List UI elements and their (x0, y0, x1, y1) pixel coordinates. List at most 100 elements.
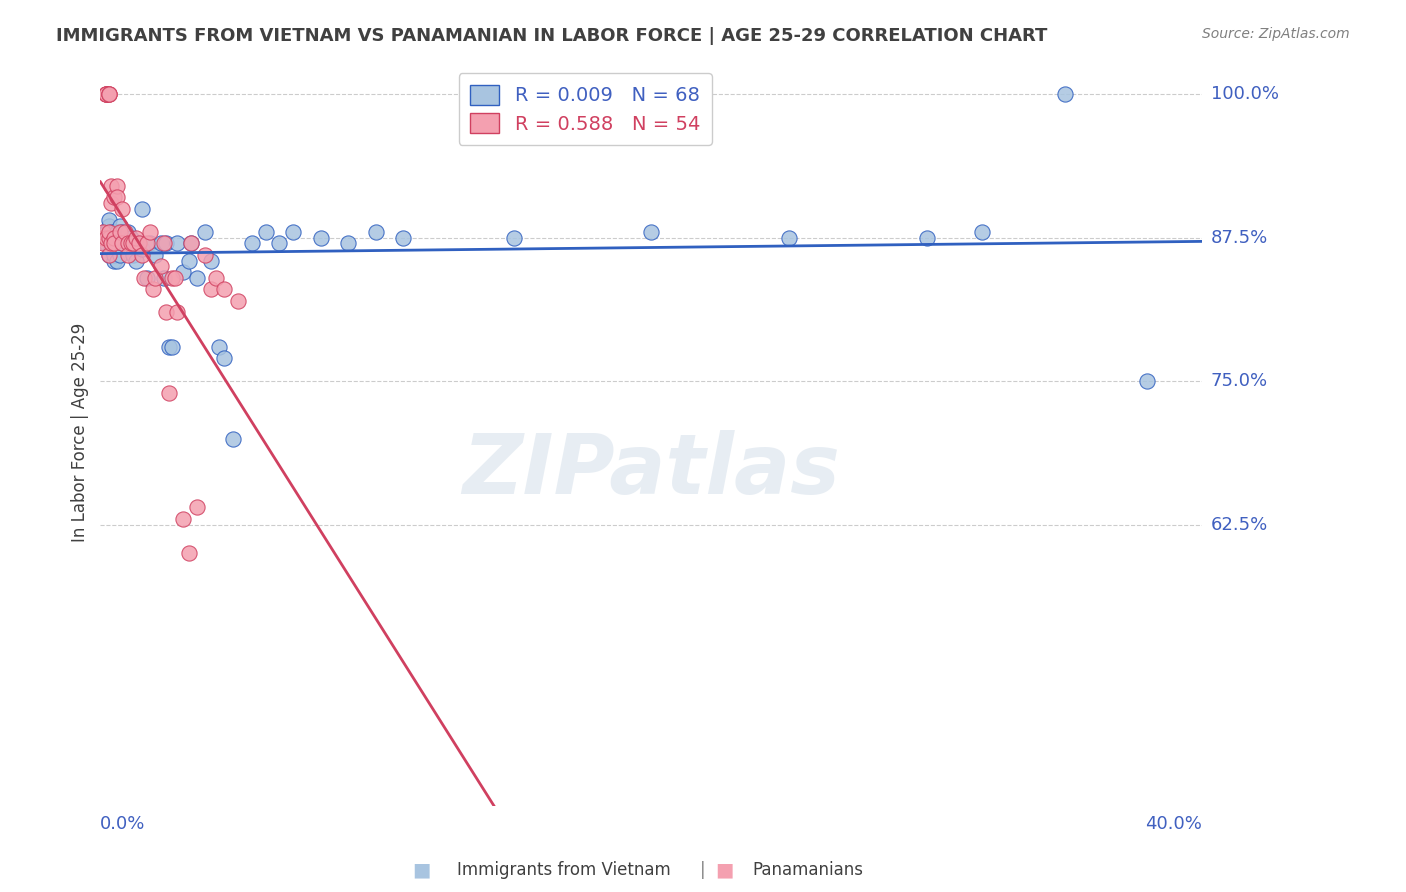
Point (337, 236, 360, 251)
Point (155, 236, 177, 251)
Point (502, 230, 524, 244)
Point (94, 87, 117, 101)
Point (240, 236, 263, 251)
Point (149, 260, 172, 274)
Point (208, 340, 231, 354)
Point (100, 225, 122, 239)
Text: ■: ■ (714, 860, 734, 880)
Text: 75.0%: 75.0% (1211, 372, 1268, 390)
Point (94, 87, 117, 101)
Point (114, 230, 136, 244)
Point (214, 282, 236, 296)
Point (94, 236, 117, 251)
Point (131, 242, 153, 256)
Point (103, 190, 125, 204)
Point (149, 236, 172, 251)
Point (97, 230, 120, 244)
Text: 0.0%: 0.0% (100, 815, 146, 833)
Point (131, 248, 153, 262)
Point (100, 196, 122, 211)
Point (177, 253, 200, 268)
Point (111, 236, 134, 251)
Point (97, 87, 120, 101)
Point (103, 230, 125, 244)
Point (117, 236, 139, 251)
Point (91, 230, 114, 244)
Point (778, 230, 800, 244)
Text: IMMIGRANTS FROM VIETNAM VS PANAMANIAN IN LABOR FORCE | AGE 25-29 CORRELATION CHA: IMMIGRANTS FROM VIETNAM VS PANAMANIAN IN… (56, 27, 1047, 45)
Point (166, 236, 188, 251)
Point (94, 230, 117, 244)
Point (145, 270, 167, 285)
Point (136, 270, 159, 285)
Point (97, 225, 120, 239)
Point (172, 512, 194, 526)
Point (125, 230, 148, 244)
Text: Panamanians: Panamanians (752, 861, 863, 879)
Point (103, 225, 125, 239)
Text: |: | (700, 861, 706, 879)
Point (103, 236, 125, 251)
Point (139, 236, 162, 251)
Point (120, 236, 142, 251)
Point (125, 253, 148, 268)
Point (105, 190, 128, 204)
Point (180, 236, 202, 251)
Point (131, 202, 153, 216)
Point (105, 178, 128, 193)
Point (105, 225, 128, 239)
Point (172, 265, 194, 279)
Text: ■: ■ (412, 860, 432, 880)
Point (108, 248, 131, 262)
Point (100, 236, 122, 251)
Point (200, 253, 222, 268)
Point (309, 230, 332, 244)
Point (160, 340, 183, 354)
Point (160, 270, 183, 285)
Point (155, 305, 177, 319)
Point (120, 230, 142, 244)
Point (91, 236, 114, 251)
Point (117, 225, 139, 239)
Point (94, 87, 117, 101)
Point (200, 282, 222, 296)
Point (970, 225, 993, 239)
Point (100, 242, 122, 256)
Legend: R = 0.009   N = 68, R = 0.588   N = 54: R = 0.009 N = 68, R = 0.588 N = 54 (458, 73, 711, 145)
Point (915, 230, 938, 244)
Point (186, 500, 208, 515)
Point (105, 242, 128, 256)
Y-axis label: In Labor Force | Age 25-29: In Labor Force | Age 25-29 (72, 323, 89, 542)
Point (145, 248, 167, 262)
Point (117, 248, 139, 262)
Point (142, 282, 165, 296)
Point (117, 236, 139, 251)
Point (97, 248, 120, 262)
Text: 62.5%: 62.5% (1211, 516, 1268, 533)
Point (108, 230, 131, 244)
Point (221, 432, 243, 446)
Point (111, 236, 134, 251)
Point (269, 236, 291, 251)
Text: Immigrants from Vietnam: Immigrants from Vietnam (457, 861, 671, 879)
Point (364, 225, 387, 239)
Point (91, 225, 114, 239)
Point (139, 225, 162, 239)
Point (1136, 374, 1159, 388)
Point (128, 236, 150, 251)
Point (100, 236, 122, 251)
Point (177, 546, 200, 560)
Text: ZIPatlas: ZIPatlas (463, 430, 841, 510)
Point (136, 236, 159, 251)
Point (163, 270, 186, 285)
Point (205, 270, 228, 285)
Point (111, 225, 134, 239)
Point (194, 225, 217, 239)
Point (134, 270, 156, 285)
Point (103, 253, 125, 268)
Point (100, 230, 122, 244)
Point (108, 219, 131, 233)
Point (97, 248, 120, 262)
Point (97, 213, 120, 227)
Point (105, 230, 128, 244)
